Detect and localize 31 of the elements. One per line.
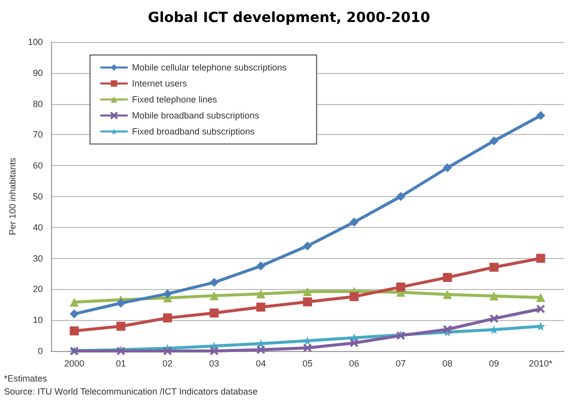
legend-label: Mobile broadband subscriptions (132, 110, 260, 120)
x-tick-label: 06 (349, 358, 360, 368)
source-note: Source: ITU World Telecommunication /ICT Indicators database (4, 386, 258, 396)
x-tick-label: 05 (302, 358, 312, 368)
x-tick-label: 08 (442, 358, 452, 368)
legend-label: Fixed broadband subscriptions (132, 126, 256, 136)
legend-label: Internet users (132, 78, 188, 88)
y-tick-label: 20 (32, 284, 43, 294)
y-tick-label: 50 (32, 192, 43, 202)
legend-label: Mobile cellular telephone subscriptions (132, 62, 288, 72)
x-tick-label: 01 (116, 358, 126, 368)
chart-title: Global ICT development, 2000-2010 (148, 10, 430, 26)
x-tick-label: 04 (256, 358, 266, 368)
text: *Estimates (4, 374, 48, 384)
y-tick-label: 60 (32, 160, 43, 171)
y-tick-label: 70 (32, 130, 43, 140)
y-tick-label: 80 (32, 98, 43, 109)
y-tick-label: 40 (32, 222, 43, 232)
x-tick-label: 03 (209, 358, 220, 368)
x-tick-label: 02 (162, 358, 173, 368)
legend-label: Fixed telephone lines (132, 94, 218, 104)
x-tick-label: 09 (489, 358, 500, 368)
x-tick-label: 2010* (528, 358, 553, 368)
y-tick-label: 100 (28, 37, 43, 47)
y-tick-label: 30 (32, 253, 43, 264)
x-tick-label: 07 (396, 358, 406, 368)
y-tick-label: 90 (32, 68, 43, 78)
y-tick-label: 10 (32, 315, 43, 326)
y-tick-label: 0 (38, 346, 43, 356)
x-tick-label: 2000 (64, 358, 84, 368)
y-axis-title: Per 100 inhabitants (8, 157, 18, 236)
